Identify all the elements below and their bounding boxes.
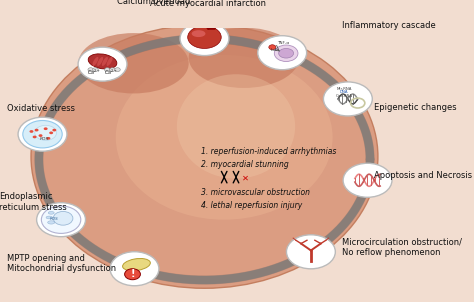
Ellipse shape (48, 221, 55, 224)
Text: 2. myocardial stunning: 2. myocardial stunning (201, 160, 288, 169)
Ellipse shape (23, 120, 62, 148)
Circle shape (258, 36, 307, 70)
Ellipse shape (48, 211, 54, 214)
Text: MPTP opening and
Mitochondrial dysfunction: MPTP opening and Mitochondrial dysfuncti… (8, 254, 117, 273)
Text: $Ca^{2+}$: $Ca^{2+}$ (87, 68, 101, 77)
Circle shape (180, 21, 229, 56)
Ellipse shape (123, 259, 150, 271)
Text: Inflammatory cascade: Inflammatory cascade (342, 21, 436, 30)
Circle shape (323, 82, 372, 116)
Ellipse shape (274, 45, 298, 62)
Circle shape (46, 137, 50, 140)
Text: TNF-α: TNF-α (277, 41, 289, 46)
Circle shape (78, 47, 127, 81)
Ellipse shape (191, 30, 205, 37)
Text: ✕: ✕ (242, 174, 249, 183)
Text: 3. microvascular obstruction: 3. microvascular obstruction (201, 188, 310, 197)
Circle shape (115, 68, 120, 72)
Circle shape (36, 203, 85, 237)
Circle shape (49, 131, 53, 134)
Text: DNA: DNA (340, 91, 348, 95)
Circle shape (269, 45, 276, 50)
Circle shape (125, 269, 140, 280)
Ellipse shape (107, 57, 113, 66)
Ellipse shape (92, 57, 99, 66)
Text: $Ca^{2+}$: $Ca^{2+}$ (104, 68, 118, 77)
Circle shape (286, 235, 335, 269)
Ellipse shape (41, 206, 81, 233)
Text: Mir-RNA: Mir-RNA (336, 87, 352, 91)
Circle shape (29, 130, 34, 133)
Circle shape (343, 163, 392, 197)
Circle shape (35, 129, 38, 131)
Text: ROS: ROS (40, 137, 49, 141)
Circle shape (93, 68, 98, 72)
Ellipse shape (116, 55, 333, 220)
Ellipse shape (88, 54, 117, 69)
Text: Endoplasmic
reticulum stress: Endoplasmic reticulum stress (0, 192, 67, 211)
Circle shape (38, 134, 43, 137)
Circle shape (109, 68, 115, 72)
Text: Oxidative stress: Oxidative stress (8, 104, 75, 113)
Text: Epigenetic changes: Epigenetic changes (374, 103, 456, 112)
Ellipse shape (78, 33, 189, 93)
Text: Apoptosis and Necrosis: Apoptosis and Necrosis (374, 171, 472, 180)
Text: !: ! (130, 269, 135, 279)
Text: 4. lethal reperfusion injury: 4. lethal reperfusion injury (201, 201, 302, 210)
Circle shape (44, 127, 47, 130)
Text: Microcirculation obstruction/
No reflow phenomenon: Microcirculation obstruction/ No reflow … (342, 237, 463, 257)
Text: 1. reperfusion-induced arrhythmias: 1. reperfusion-induced arrhythmias (201, 146, 336, 156)
Circle shape (52, 129, 56, 131)
Circle shape (18, 117, 67, 151)
Ellipse shape (46, 216, 53, 219)
Ellipse shape (97, 57, 103, 66)
Text: IL-6: IL-6 (270, 48, 278, 52)
Ellipse shape (53, 211, 73, 225)
Text: Acute myocardial infarction: Acute myocardial infarction (150, 0, 266, 8)
Ellipse shape (177, 74, 295, 178)
Circle shape (88, 68, 93, 72)
Ellipse shape (102, 57, 108, 66)
Ellipse shape (189, 27, 299, 88)
Text: Circ-RNA: Circ-RNA (336, 94, 353, 98)
Text: Calcium overload: Calcium overload (117, 0, 190, 6)
Ellipse shape (31, 25, 378, 288)
Text: ROS: ROS (50, 217, 58, 221)
Ellipse shape (188, 26, 221, 48)
Circle shape (33, 136, 36, 138)
Ellipse shape (279, 48, 293, 58)
Ellipse shape (35, 125, 56, 140)
Circle shape (110, 252, 159, 286)
Circle shape (104, 68, 110, 72)
